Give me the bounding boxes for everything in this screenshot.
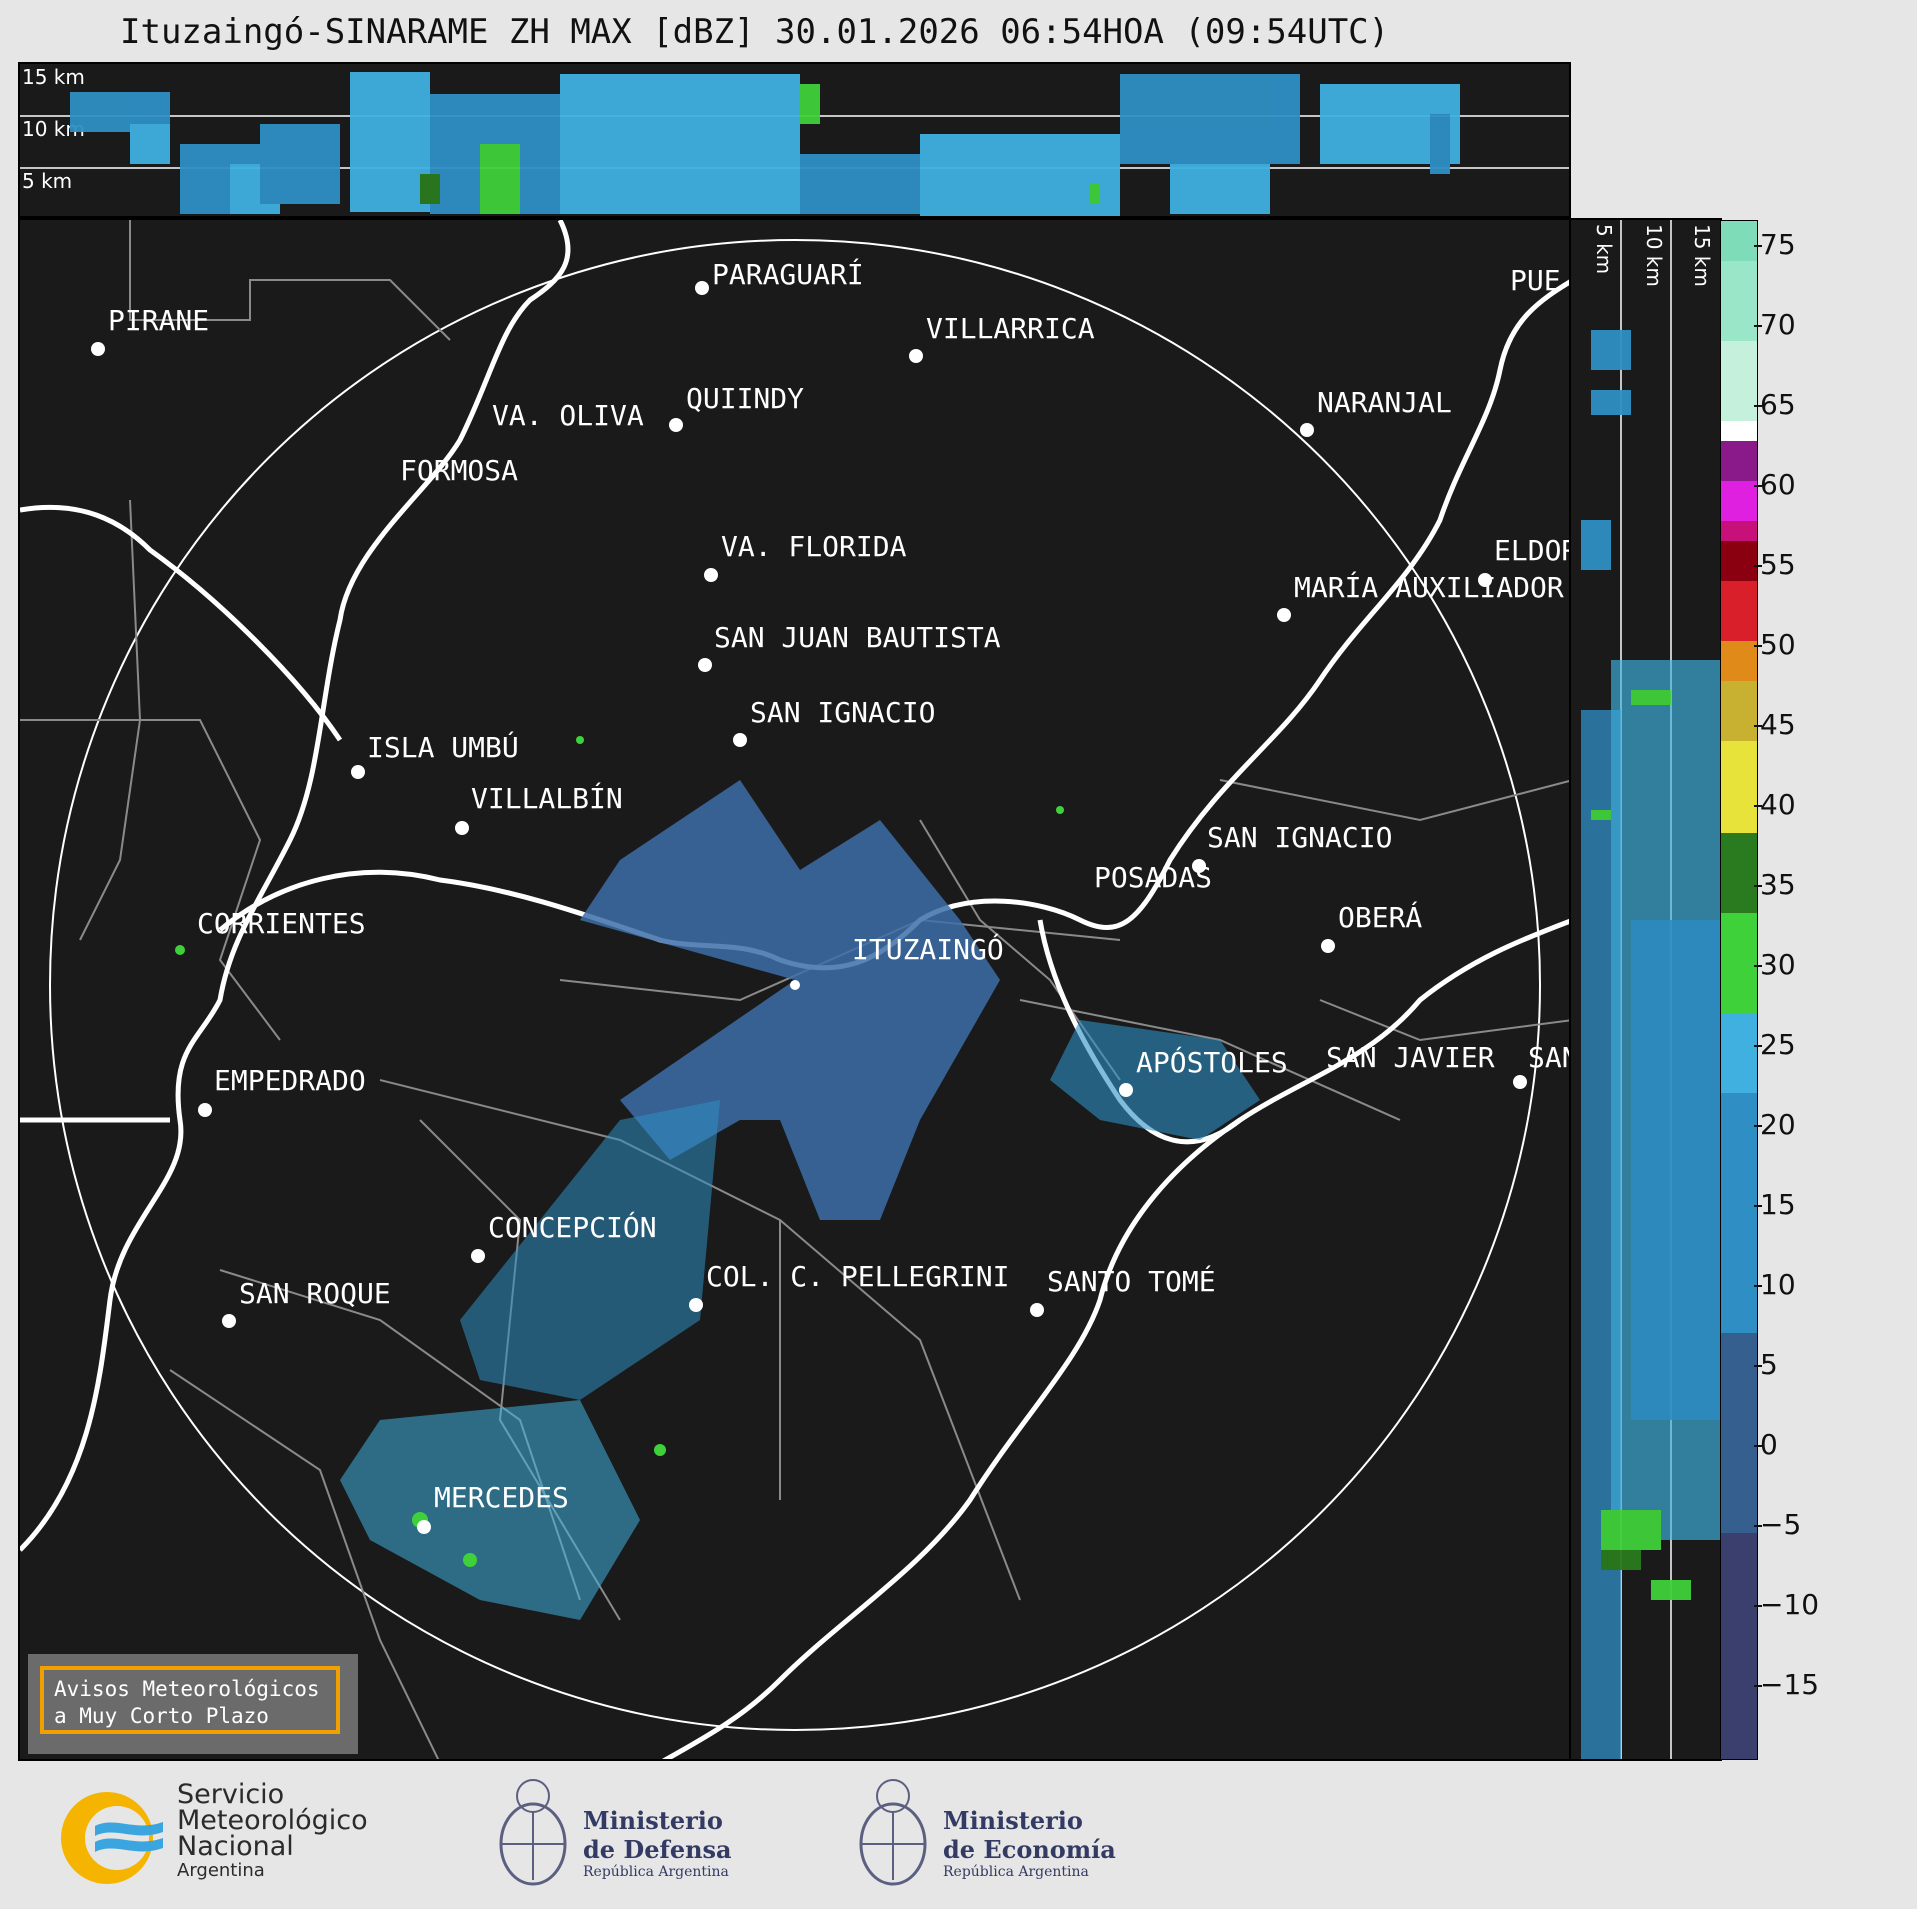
cb-tick-35: 35 — [1754, 868, 1796, 901]
range-ring — [49, 239, 1541, 1731]
city-mercedes: MERCEDES — [434, 1481, 569, 1514]
cb-tick-65: 65 — [1754, 388, 1796, 421]
smn-line-1: Servicio — [177, 1779, 285, 1810]
city-obera: OBERÁ — [1338, 900, 1422, 934]
cb-tick-15: 15 — [1754, 1188, 1796, 1221]
alert-box[interactable]: Avisos Meteorológicos a Muy Corto Plazo — [28, 1654, 358, 1754]
city-san-ignacio-py: SAN IGNACIO — [750, 696, 935, 729]
cb-tick-70: 70 — [1754, 308, 1796, 341]
top-profile-svg: 15 km 10 km 5 km — [20, 65, 1569, 216]
city-san-ignacio-ar: SAN IGNACIO — [1207, 821, 1392, 854]
cb-tick-minus10: −10 — [1753, 1588, 1820, 1621]
defensa-line-1: Ministerio — [583, 1806, 723, 1835]
side-label-5km: 5 km — [1592, 224, 1616, 274]
city-isla-umbu: ISLA UMBÚ — [367, 730, 519, 764]
city-va-oliva: VA. OLIVA — [492, 399, 644, 432]
city-eldor: ELDOR — [1494, 534, 1571, 567]
radar-map-svg: PARAGUARÍ VILLARRICA PIRANE QUIINDY VA. … — [20, 220, 1571, 1759]
city-corrientes: CORRIENTES — [197, 907, 366, 940]
cb-tick-0: 0 — [1754, 1428, 1778, 1461]
city-va-florida: VA. FLORIDA — [721, 530, 907, 563]
economia-logo: Ministerio de Economía República Argenti… — [855, 1772, 1125, 1897]
cb-tick-minus15: −15 — [1753, 1668, 1820, 1701]
city-san-partial: SAN — [1528, 1041, 1571, 1074]
top-height-profile: 15 km 10 km 5 km — [18, 62, 1571, 218]
city-apostoles: APÓSTOLES — [1136, 1045, 1288, 1079]
dbz-colorbar — [1720, 220, 1758, 1760]
city-quiindy: QUIINDY — [686, 382, 804, 415]
alert-line-1: Avisos Meteorológicos — [54, 1677, 320, 1701]
economia-line-1: Ministerio — [943, 1806, 1083, 1835]
city-santo-tome: SANTO TOMÉ — [1047, 1264, 1216, 1298]
side-profile-svg: 5 km 10 km 15 km — [1581, 220, 1720, 1759]
cb-tick-55: 55 — [1754, 548, 1796, 581]
smn-line-4: Argentina — [177, 1860, 265, 1881]
side-height-profile: 5 km 10 km 15 km — [1569, 218, 1722, 1761]
economia-line-2: de Economía — [943, 1835, 1116, 1864]
city-formosa: FORMOSA — [400, 454, 518, 487]
colorbar-svg — [1721, 221, 1757, 1759]
city-san-javier: SAN JAVIER — [1326, 1041, 1495, 1074]
city-markers: PARAGUARÍ VILLARRICA PIRANE QUIINDY VA. … — [91, 257, 1571, 1534]
side-profile-echoes — [1581, 330, 1720, 1759]
cb-tick-30: 30 — [1754, 948, 1796, 981]
smn-line-2: Meteorológico — [177, 1805, 368, 1836]
city-col-pellegrini: COL. C. PELLEGRINI — [706, 1260, 1009, 1293]
cb-tick-60: 60 — [1754, 468, 1796, 501]
smn-logo-icon — [61, 1792, 163, 1884]
cb-tick-50: 50 — [1754, 628, 1796, 661]
smn-logo: Servicio Meteorológico Nacional Argentin… — [55, 1779, 405, 1892]
city-villalbin: VILLALBÍN — [471, 781, 623, 815]
top-profile-echoes — [70, 72, 1460, 216]
city-san-juan-bautista: SAN JUAN BAUTISTA — [714, 621, 1001, 654]
radar-map[interactable]: PARAGUARÍ VILLARRICA PIRANE QUIINDY VA. … — [18, 218, 1571, 1761]
cb-tick-5: 5 — [1754, 1348, 1778, 1381]
city-concepcion: CONCEPCIÓN — [488, 1210, 657, 1244]
city-villarrica: VILLARRICA — [926, 312, 1095, 345]
radar-echoes — [175, 736, 1260, 1620]
cb-tick-40: 40 — [1754, 788, 1796, 821]
city-posadas: POSADAS — [1094, 861, 1212, 894]
cb-tick-45: 45 — [1754, 708, 1796, 741]
cb-tick-75: 75 — [1754, 228, 1796, 261]
top-label-5km: 5 km — [22, 169, 72, 193]
economia-line-3: República Argentina — [943, 1864, 1089, 1880]
city-san-roque: SAN ROQUE — [239, 1277, 391, 1310]
alert-line-2: a Muy Corto Plazo — [54, 1704, 269, 1728]
cb-tick-20: 20 — [1754, 1108, 1796, 1141]
side-label-10km: 10 km — [1642, 224, 1666, 287]
cb-tick-minus5: −5 — [1753, 1508, 1802, 1541]
defensa-shield-icon — [499, 1779, 567, 1886]
defensa-logo: Ministerio de Defensa República Argentin… — [495, 1772, 755, 1897]
city-paraguari: PARAGUARÍ — [712, 257, 864, 291]
city-maria-auxiliador: MARÍA AUXILIADOR — [1294, 570, 1564, 604]
city-pue-partial: PUE — [1510, 264, 1561, 297]
cb-tick-25: 25 — [1754, 1028, 1796, 1061]
defensa-line-2: de Defensa — [583, 1835, 732, 1864]
city-naranjal: NARANJAL — [1317, 386, 1452, 419]
map-title: Ituzaingó-SINARAME ZH MAX [dBZ] 30.01.20… — [120, 12, 1390, 52]
economia-shield-icon — [859, 1779, 927, 1886]
alert-box-frame: Avisos Meteorológicos a Muy Corto Plazo — [40, 1666, 340, 1734]
smn-line-3: Nacional — [177, 1831, 294, 1862]
top-label-15km: 15 km — [22, 65, 85, 89]
city-pirane: PIRANE — [108, 304, 209, 337]
defensa-line-3: República Argentina — [583, 1864, 729, 1880]
city-ituzaingo: ITUZAINGÓ — [852, 932, 1004, 966]
cb-tick-10: 10 — [1754, 1268, 1796, 1301]
side-label-15km: 15 km — [1690, 224, 1714, 287]
city-empedrado: EMPEDRADO — [214, 1064, 366, 1097]
